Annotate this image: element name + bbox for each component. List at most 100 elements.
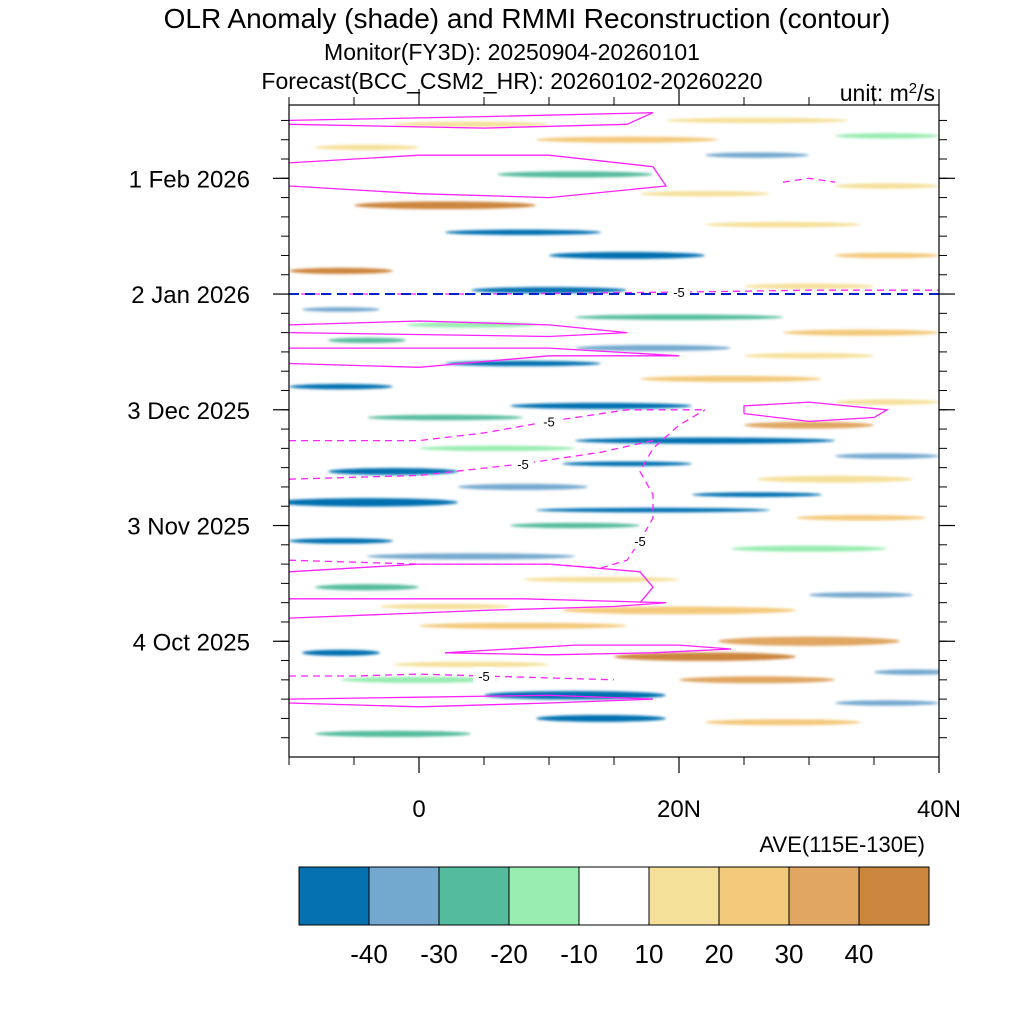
olr-anomaly-cell <box>705 221 861 228</box>
x-axis-label: AVE(115E-130E) <box>760 832 926 857</box>
olr-anomaly-cell <box>640 191 770 197</box>
contour-label: -5 <box>673 285 685 300</box>
olr-anomaly-cell <box>471 287 627 294</box>
contour-label: -5 <box>543 414 555 429</box>
olr-anomaly-cell <box>705 719 861 726</box>
x-axis: 0 20N 40N <box>288 89 961 823</box>
olr-anomaly-cell <box>497 171 653 178</box>
olr-anomaly-cell <box>796 515 926 521</box>
olr-anomaly-cell <box>510 402 692 410</box>
olr-anomaly-cell <box>445 229 601 236</box>
olr-anomaly-cell <box>731 545 887 552</box>
colorbar-label: 30 <box>775 939 804 969</box>
olr-anomaly-cell <box>692 492 822 497</box>
olr-anomaly-cell <box>536 714 666 722</box>
olr-anomaly-cell <box>666 117 848 124</box>
olr-anomaly-cell <box>783 329 939 336</box>
colorbar-swatch <box>298 866 370 926</box>
y-tick-label: 4 Oct 2025 <box>133 629 250 656</box>
positive-contour-line <box>289 320 628 338</box>
y-tick-label: 2 Jan 2026 <box>131 282 250 309</box>
positive-contour-line <box>743 401 890 423</box>
olr-anomaly-cell <box>367 414 523 421</box>
colorbar-swatch <box>788 866 860 926</box>
y-tick-label: 3 Nov 2025 <box>127 514 250 541</box>
positive-contour-line <box>289 347 680 368</box>
colorbar-swatch <box>508 866 580 926</box>
x-tick-label: 0 <box>412 796 425 823</box>
x-tick-label: 40N <box>917 796 961 823</box>
olr-anomaly-cell <box>315 584 419 591</box>
olr-anomaly-cell <box>744 421 874 429</box>
olr-anomaly-cell <box>302 307 380 312</box>
positive-contour-line <box>289 112 654 129</box>
plot-background <box>289 105 939 757</box>
olr-anomaly-cell <box>809 592 913 598</box>
olr-anomaly-cell <box>679 676 835 684</box>
olr-anomaly-cell <box>315 730 471 737</box>
olr-anomaly-cell <box>718 636 900 646</box>
olr-anomaly-cell <box>874 669 939 675</box>
olr-anomaly-cell <box>393 661 549 668</box>
olr-anomaly-cell <box>341 676 497 683</box>
olr-anomaly-cell <box>289 383 393 390</box>
colorbar-swatch <box>368 866 440 926</box>
olr-anomaly-cell <box>536 136 718 143</box>
olr-anomaly-cell <box>393 121 549 127</box>
colorbar-swatch <box>858 866 930 926</box>
positive-contour-line <box>289 154 668 199</box>
colorbar-label: 10 <box>635 939 664 969</box>
contour-label: -5 <box>634 534 646 549</box>
contour-label-box <box>668 283 690 301</box>
olr-anomaly-cell <box>575 437 835 444</box>
positive-contour-line <box>444 644 732 656</box>
positive-contour-line <box>289 694 654 708</box>
colorbar-swatch <box>648 866 720 926</box>
olr-anomaly-cell <box>835 183 939 189</box>
olr-anomaly-cell <box>835 252 939 259</box>
olr-anomaly-cell <box>744 283 874 290</box>
olr-anomaly-cell <box>419 622 627 629</box>
y-tick-label: 3 Dec 2025 <box>127 398 250 425</box>
y-tick-label: 1 Feb 2026 <box>129 166 250 193</box>
monitor-subtitle: Monitor(FY3D): 20250904-20260101 <box>324 39 700 65</box>
olr-anomaly-cell <box>835 133 939 139</box>
olr-anomaly-cell <box>614 652 796 661</box>
olr-anomaly-cell <box>328 337 406 344</box>
olr-anomaly-cell <box>289 538 393 544</box>
colorbar-swatch <box>718 866 790 926</box>
olr-shading-layer <box>289 117 939 737</box>
contour-label-box <box>512 454 534 472</box>
contour-label-box <box>629 531 651 549</box>
olr-anomaly-cell <box>289 498 458 507</box>
forecast-subtitle: Forecast(BCC_CSM2_HR): 20260102-20260220 <box>261 68 762 94</box>
y-axis: 4 Oct 2025 3 Nov 2025 3 Dec 2025 2 Jan 2026… <box>127 119 955 739</box>
olr-anomaly-cell <box>835 399 939 405</box>
olr-anomaly-cell <box>328 468 458 475</box>
colorbar-label: 20 <box>705 939 734 969</box>
olr-anomaly-cell <box>458 483 588 491</box>
olr-anomaly-cell <box>744 353 874 359</box>
olr-anomaly-cell <box>380 603 510 610</box>
olr-anomaly-cell <box>757 475 913 483</box>
olr-anomaly-cell <box>705 152 809 158</box>
olr-anomaly-cell <box>640 375 822 383</box>
negative-contour-line <box>782 177 836 183</box>
x-tick-label: 20N <box>657 796 701 823</box>
olr-anomaly-cell <box>510 522 640 529</box>
olr-anomaly-cell <box>562 461 692 467</box>
olr-anomaly-cell <box>549 251 705 259</box>
unit-label: unit: m2/s <box>840 80 935 107</box>
contour-label-layer: -5 -5 -5 -5 -5 <box>473 283 690 684</box>
colorbar-label: -20 <box>490 939 528 969</box>
olr-anomaly-cell <box>835 453 939 459</box>
colorbar-label: -40 <box>350 939 388 969</box>
olr-anomaly-cell <box>419 445 575 452</box>
positive-contour-line <box>289 598 667 619</box>
olr-anomaly-cell <box>835 700 939 706</box>
olr-anomaly-cell <box>367 553 575 560</box>
contour-label: -5 <box>517 457 529 472</box>
negative-contour-line <box>289 673 615 681</box>
olr-anomaly-cell <box>354 201 536 210</box>
